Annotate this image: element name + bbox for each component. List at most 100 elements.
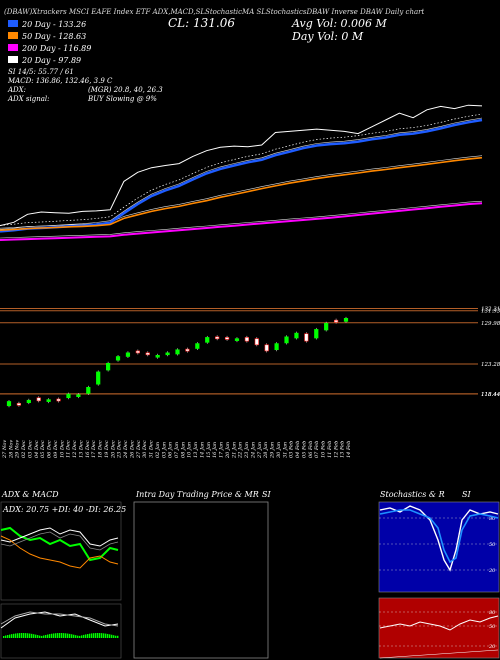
macd-histogram-bar (27, 633, 29, 638)
macd-histogram-bar (7, 635, 9, 638)
stoch-tick-label: 50 (489, 542, 496, 548)
candle-body (304, 333, 309, 342)
candle-body (215, 336, 220, 340)
macd-histogram-bar (67, 633, 69, 638)
macd-histogram-bar (43, 635, 45, 638)
macd-histogram-bar (89, 633, 91, 638)
candle-body (294, 332, 299, 339)
macd-histogram-bar (45, 634, 47, 638)
stochastic-label: SI 14/5: 55.77 / 61 (8, 68, 74, 76)
macd-histogram-bar (41, 635, 43, 638)
macd-histogram-bar (3, 636, 5, 638)
x-tick-label: 31 Dec (149, 440, 155, 458)
macd-histogram-bar (57, 633, 59, 638)
x-tick-label: 30 Jan (276, 442, 282, 458)
adx-minus-di-line (0, 535, 119, 569)
candle-body (155, 354, 160, 358)
macd-histogram-bar (105, 633, 107, 638)
x-tick-label: 06 Feb (308, 441, 314, 458)
legend-ema20: 20 Day - 133.26 (8, 20, 86, 29)
x-tick-label: 14 Jan (200, 442, 206, 458)
macd-histogram-bar (97, 633, 99, 638)
macd-histogram-bar (53, 633, 55, 638)
x-tick-label: 05 Feb (301, 441, 307, 458)
macd-histogram-bar (83, 634, 85, 638)
adx-panel-frame (0, 501, 122, 601)
adx-label: ADX: (8, 86, 27, 94)
macd-signal-line (0, 611, 119, 627)
x-tick-label: 14 Feb (346, 441, 352, 458)
candle-body (314, 329, 319, 339)
macd-histogram-bar (87, 634, 89, 638)
stoch-d-line (379, 509, 499, 564)
macd-histogram-bar (25, 633, 27, 638)
macd-histogram-bar (73, 634, 75, 638)
x-tick-label: 07 Jan (174, 442, 180, 458)
x-tick-label: 28 Jan (263, 442, 269, 459)
candle-body (36, 397, 41, 402)
candle-body (324, 322, 329, 331)
level-label-5: 118.44 (481, 392, 500, 398)
x-tick-label: 02 Dec (21, 440, 27, 458)
x-tick-label: 31 Jan (282, 442, 288, 458)
macd-histogram-bar (19, 633, 21, 638)
rsi-trend-line (379, 649, 499, 659)
x-tick-label: 11 Feb (327, 441, 333, 458)
candle-body (86, 386, 91, 394)
stoch-tick-label: 20 (488, 568, 496, 574)
macd-histogram-bar (15, 633, 17, 638)
macd-histogram-bar (39, 635, 41, 638)
candle-body (56, 398, 61, 402)
x-tick-label: 29 Jan (270, 442, 276, 459)
series-200-day (0, 202, 483, 241)
macd-histogram-bar (111, 634, 113, 638)
candle-body (244, 337, 249, 342)
macd-histogram-bar (55, 633, 57, 638)
macd-histogram-bar (17, 633, 19, 638)
macd-histogram-bar (29, 633, 31, 638)
adx-plus-di-line (0, 526, 119, 562)
macd-histogram-bar (95, 633, 97, 638)
series-20-day-shadow (0, 117, 483, 230)
panel-title-intraday: Intra Day Trading Price & MR (136, 490, 259, 499)
x-tick-label: 11 Dec (66, 440, 72, 458)
x-tick-label: 27 Dec (136, 440, 142, 459)
level-label-2: 129.98 (481, 321, 500, 327)
macd-histogram-bar (65, 633, 67, 638)
candle-body (135, 350, 140, 354)
macd-histogram-bar (11, 634, 13, 638)
series-50-day-shadow (0, 155, 483, 229)
x-tick-label: 06 Dec (47, 440, 53, 458)
macd-label: MACD: 136.86, 132.46, 3.9 C (8, 77, 113, 85)
panel-title-stoch-si: SI (462, 490, 471, 499)
macd-histogram-bar (79, 635, 81, 638)
x-tick-label: 18 Dec (98, 440, 104, 458)
macd-histogram-bar (49, 634, 51, 638)
macd-histogram-bar (9, 634, 11, 638)
x-tick-label: 03 Dec (28, 440, 34, 458)
x-tick-label: 03 Feb (289, 441, 295, 458)
macd-histogram-bar (99, 633, 101, 638)
adx-values: (MGR) 20.8, 40, 26.3 (88, 86, 163, 94)
macd-histogram-bar (109, 634, 111, 638)
macd-histogram-bar (101, 633, 103, 638)
legend-ema50: 50 Day - 128.63 (8, 32, 86, 41)
x-tick-label: 16 Jan (212, 442, 218, 458)
x-tick-label: 13 Dec (78, 440, 84, 458)
macd-histogram-bar (23, 633, 25, 638)
rsi-panel-frame (378, 597, 500, 659)
macd-panel-frame (0, 603, 122, 659)
macd-histogram-bar (81, 635, 83, 638)
x-tick-label: 24 Jan (250, 442, 256, 459)
x-tick-label: 02 Jan (155, 442, 161, 458)
x-tick-label: 10 Dec (59, 440, 65, 458)
series-50-day (0, 156, 483, 231)
x-tick-label: 23 Dec (117, 440, 123, 459)
candle-body (96, 371, 101, 385)
candle-body (76, 394, 81, 397)
header-top-line: (DBAW)Xtrackers MSCI EAFE Index ETF ADX,… (4, 8, 424, 16)
rsi-tick-label: 20 (488, 644, 496, 650)
rsi-tick-label: 50 (489, 624, 496, 630)
panel-title-stoch: Stochastics & R (380, 490, 445, 499)
